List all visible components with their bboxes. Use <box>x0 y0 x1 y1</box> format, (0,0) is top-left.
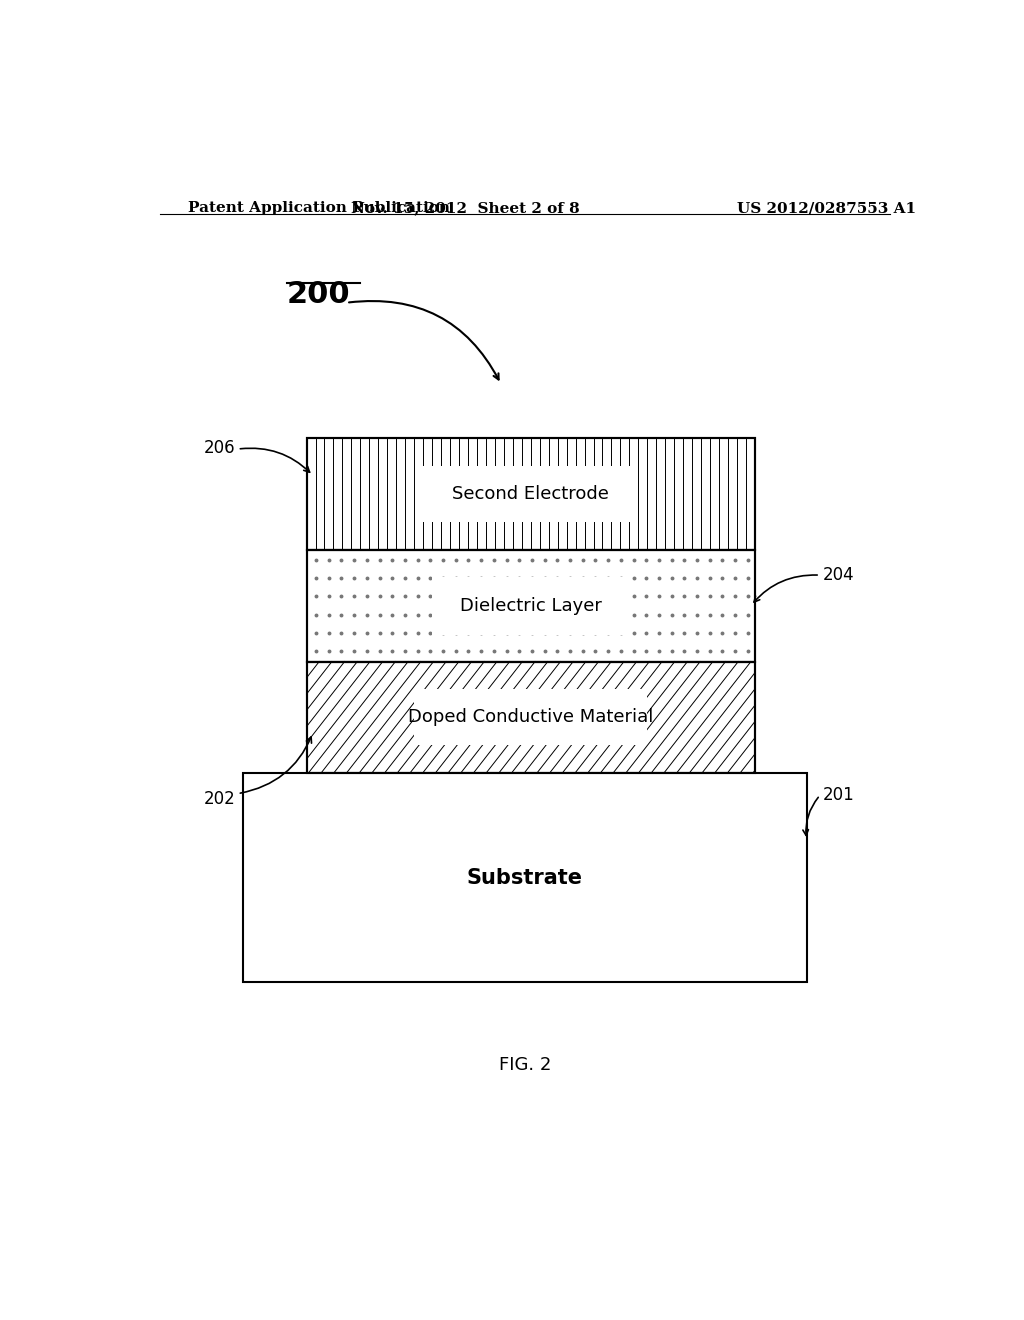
Bar <box>243 774 807 982</box>
Bar <box>423 466 638 521</box>
Text: 201: 201 <box>822 787 854 804</box>
Text: 202: 202 <box>204 789 236 808</box>
Bar <box>306 549 755 661</box>
Text: Patent Application Publication: Patent Application Publication <box>187 201 450 215</box>
Text: Nov. 15, 2012  Sheet 2 of 8: Nov. 15, 2012 Sheet 2 of 8 <box>351 201 580 215</box>
Bar <box>306 661 755 774</box>
Bar <box>306 438 755 549</box>
Text: Second Electrode: Second Electrode <box>453 484 609 503</box>
Text: US 2012/0287553 A1: US 2012/0287553 A1 <box>737 201 915 215</box>
Text: FIG. 2: FIG. 2 <box>499 1056 551 1074</box>
Text: 200: 200 <box>287 280 350 309</box>
Bar <box>306 549 755 661</box>
Text: Dielectric Layer: Dielectric Layer <box>460 597 602 615</box>
Text: Substrate: Substrate <box>467 867 583 887</box>
Bar <box>414 689 647 746</box>
Bar <box>306 438 755 549</box>
Text: Doped Conductive Material: Doped Conductive Material <box>409 709 653 726</box>
Bar <box>432 577 630 635</box>
Text: 204: 204 <box>822 566 854 585</box>
Bar <box>306 661 755 774</box>
Text: 206: 206 <box>204 440 236 457</box>
